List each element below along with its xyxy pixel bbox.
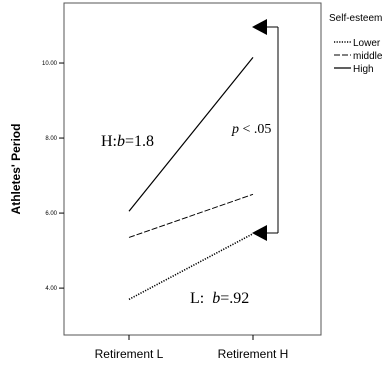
low-slope-annotation: L: b=.92 [190,290,249,307]
high-slope-var: b [117,133,125,150]
low-slope-value: =.92 [220,290,249,307]
arrow-head-bottom [252,225,267,241]
x-category-label: Retirement L [95,347,164,361]
p-value-annotation: p < .05 [231,122,271,137]
legend: Self-esteem Lower middle High [329,13,383,75]
high-slope-value: =1.8 [125,133,154,150]
y-tick-label: 8.00 [45,136,57,142]
series-line-middle [128,193,254,238]
legend-label-middle: middle [353,51,383,62]
low-slope-var: b [212,290,220,307]
legend-label-high: High [353,64,374,75]
high-slope-annotation: H:b=1.8 [101,133,154,150]
high-slope-prefix: H: [101,133,117,150]
p-value-var: p [231,122,239,137]
significance-bracket [252,19,279,241]
y-tick-label: 6.00 [45,211,57,217]
y-tick-label: 4.00 [45,286,57,292]
legend-title: Self-esteem [329,13,382,24]
arrow-head-top [252,19,267,35]
x-category-label: Retirement H [218,347,289,361]
y-tick-label: 10.00 [42,61,58,67]
y-axis-title: Athletes' Period [9,124,23,215]
series-line-high [128,57,254,212]
low-slope-prefix: L: [190,290,212,307]
legend-label-lower: Lower [353,38,381,49]
p-value-rest: < .05 [239,122,271,137]
plot-frame [63,2,322,336]
